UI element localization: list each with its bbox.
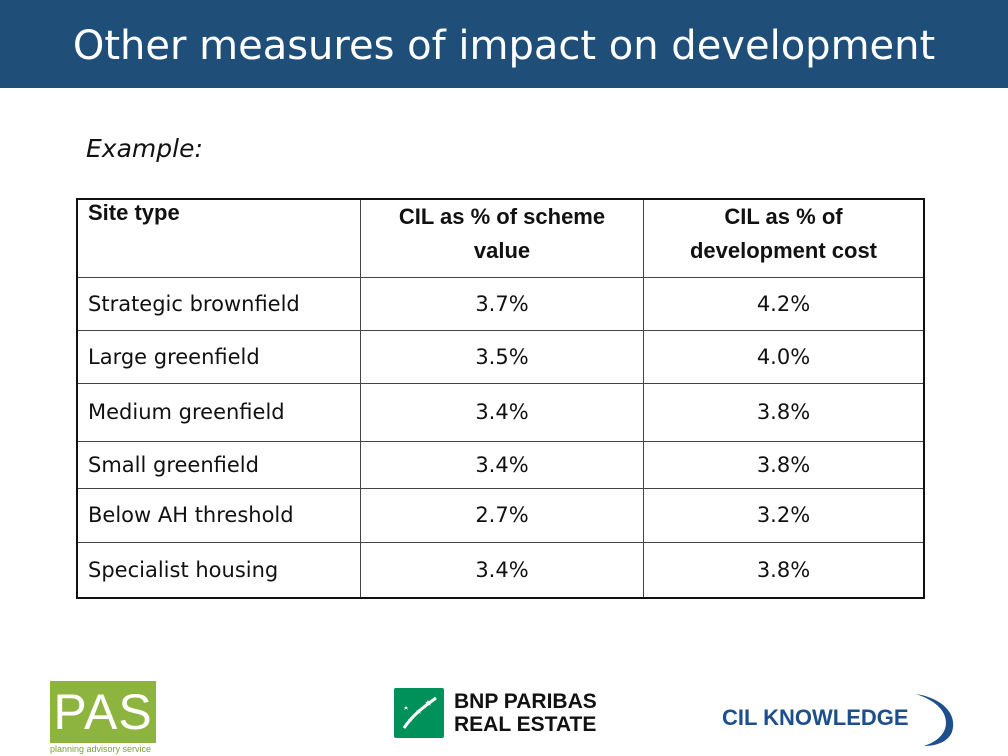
table-row: Small greenfield 3.4% 3.8% xyxy=(76,440,925,489)
bnp-logo-text: BNP PARIBAS REAL ESTATE xyxy=(454,690,597,736)
dev-cost-cell: 3.8% xyxy=(643,440,925,489)
bnp-logo-line1: BNP PARIBAS xyxy=(454,690,597,713)
bnp-logo-line2: REAL ESTATE xyxy=(454,713,597,736)
table-header-row: Site type CIL as % of scheme value CIL a… xyxy=(76,198,925,278)
site-type-cell: Strategic brownfield xyxy=(76,276,361,331)
site-type-cell: Specialist housing xyxy=(76,541,361,599)
cil-swoosh-icon xyxy=(916,694,954,746)
dev-cost-cell: 4.0% xyxy=(643,329,925,384)
scheme-value-cell: 3.4% xyxy=(360,541,644,599)
title-bar: Other measures of impact on development xyxy=(0,0,1008,88)
scheme-value-cell: 3.7% xyxy=(360,276,644,331)
table-row: Strategic brownfield 3.7% 4.2% xyxy=(76,276,925,331)
pas-logo-mark: PAS xyxy=(50,681,156,743)
site-type-cell: Below AH threshold xyxy=(76,487,361,543)
pas-logo: PAS planning advisory service xyxy=(50,681,156,756)
dev-cost-cell: 3.2% xyxy=(643,487,925,543)
header-site-type: Site type xyxy=(76,198,361,278)
site-type-cell: Small greenfield xyxy=(76,440,361,489)
header-scheme-value: CIL as % of scheme value xyxy=(360,198,644,278)
header-development-cost: CIL as % of development cost xyxy=(643,198,925,278)
cil-knowledge-logo: CIL KNOWLEDGE xyxy=(722,688,962,748)
bnp-stars-icon xyxy=(394,688,444,738)
scheme-value-cell: 3.5% xyxy=(360,329,644,384)
bnp-stars-graphic xyxy=(402,696,437,729)
slide-title: Other measures of impact on development xyxy=(72,23,936,69)
scheme-value-cell: 3.4% xyxy=(360,440,644,489)
scheme-value-cell: 2.7% xyxy=(360,487,644,543)
site-type-cell: Medium greenfield xyxy=(76,382,361,442)
cil-logo-text: CIL KNOWLEDGE xyxy=(722,705,909,730)
table-row: Medium greenfield 3.4% 3.8% xyxy=(76,382,925,442)
dev-cost-cell: 4.2% xyxy=(643,276,925,331)
cil-impact-table: Site type CIL as % of scheme value CIL a… xyxy=(76,198,925,599)
site-type-cell: Large greenfield xyxy=(76,329,361,384)
table-row: Below AH threshold 2.7% 3.2% xyxy=(76,487,925,543)
scheme-value-cell: 3.4% xyxy=(360,382,644,442)
table-row: Large greenfield 3.5% 4.0% xyxy=(76,329,925,384)
bnp-paribas-logo: BNP PARIBAS REAL ESTATE xyxy=(394,688,624,738)
table-row: Specialist housing 3.4% 3.8% xyxy=(76,541,925,599)
pas-logo-tagline: planning advisory service xyxy=(50,744,152,754)
example-label: Example: xyxy=(86,134,203,163)
dev-cost-cell: 3.8% xyxy=(643,382,925,442)
dev-cost-cell: 3.8% xyxy=(643,541,925,599)
